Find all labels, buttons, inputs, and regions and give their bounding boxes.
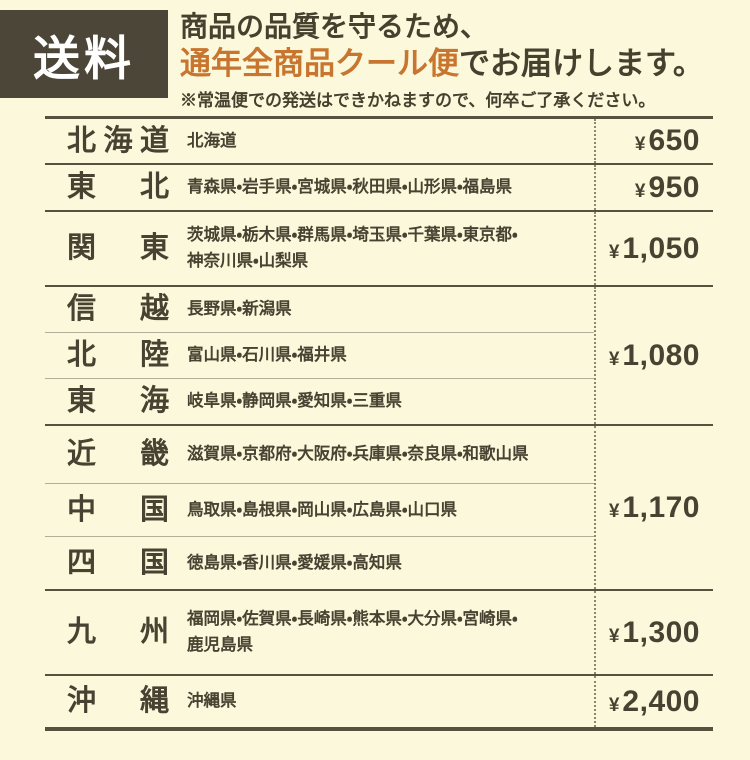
shipping-info-page: { "header": { "badge": "送料", "title_line… <box>0 10 750 760</box>
price-value: ¥1,080 <box>608 338 700 372</box>
prefecture-list: 鳥取県・島根県・岡山県・広島県・山口県 <box>187 500 457 519</box>
prefecture-list: 沖縄県 <box>187 692 237 711</box>
region-label: 中国 <box>67 493 169 526</box>
fee-group-tohoku: 東北 青森県・岩手県・宮城県・秋田県・山形県・福島県 ¥950 <box>45 165 713 213</box>
price-value: ¥950 <box>634 170 700 204</box>
region-label: 北海道 <box>67 124 169 157</box>
fee-group-kanto: 関東 茨城県・栃木県・群馬県・埼玉県・千葉県・東京都・ 神奈川県・山梨県 ¥1,… <box>45 212 713 288</box>
prefecture-list: 福岡県・佐賀県・長崎県・熊本県・大分県・宮崎県・ 鹿児島県 <box>187 610 518 654</box>
price-value: ¥2,400 <box>608 684 700 718</box>
header-title-line2-rest: でお届けします。 <box>459 45 704 81</box>
price-cell: ¥950 <box>594 165 713 211</box>
header-title-line1: 商品の品質を守るため、 <box>180 12 489 43</box>
region-label: 四国 <box>67 546 169 579</box>
price-value: ¥1,300 <box>608 615 700 649</box>
prefecture-list: 滋賀県・京都府・大阪府・兵庫県・奈良県・和歌山県 <box>187 445 529 464</box>
fee-group-kinki-chugoku-shikoku: 近畿 滋賀県・京都府・大阪府・兵庫県・奈良県・和歌山県 中国 鳥取県・島根県・岡… <box>45 426 713 592</box>
table-row: 東海 岐阜県・静岡県・愛知県・三重県 <box>45 378 594 424</box>
prefecture-list: 富山県・石川県・福井県 <box>187 346 347 365</box>
price-cell: ¥1,170 <box>594 426 713 590</box>
region-label: 東海 <box>67 385 169 418</box>
prefecture-list: 岐阜県・静岡県・愛知県・三重県 <box>187 392 402 411</box>
table-row: 東北 青森県・岩手県・宮城県・秋田県・山形県・福島県 <box>45 165 594 210</box>
yen-symbol: ¥ <box>608 694 620 716</box>
yen-symbol: ¥ <box>634 134 646 156</box>
fee-group-kyushu: 九州 福岡県・佐賀県・長崎県・熊本県・大分県・宮崎県・ 鹿児島県 ¥1,300 <box>45 591 713 677</box>
prefecture-list: 青森県・岩手県・宮城県・秋田県・山形県・福島県 <box>187 178 513 197</box>
shipping-fee-table: 北海道 北海道 ¥650 東北 青森県・岩手県・宮城県・秋田県・山形県・福島県 … <box>45 116 713 732</box>
yen-symbol: ¥ <box>608 625 620 647</box>
yen-symbol: ¥ <box>634 180 646 202</box>
prefecture-list: 長野県・新潟県 <box>187 300 292 319</box>
shipping-header: 送料 商品の品質を守るため、 通年全商品クール便でお届けします。 ※常温便での発… <box>0 10 750 111</box>
yen-symbol: ¥ <box>608 500 620 522</box>
table-row: 近畿 滋賀県・京都府・大阪府・兵庫県・奈良県・和歌山県 <box>45 426 594 483</box>
table-row: 北陸 富山県・石川県・福井県 <box>45 332 594 378</box>
region-label: 信越 <box>67 293 169 326</box>
prefecture-list: 北海道 <box>187 131 237 150</box>
shipping-header-text: 商品の品質を守るため、 通年全商品クール便でお届けします。 ※常温便での発送はで… <box>180 10 750 111</box>
table-row: 中国 鳥取県・島根県・岡山県・広島県・山口県 <box>45 483 594 536</box>
region-label: 関東 <box>67 232 169 265</box>
prefecture-list: 茨城県・栃木県・群馬県・埼玉県・千葉県・東京都・ 神奈川県・山梨県 <box>187 226 518 270</box>
price-cell: ¥2,400 <box>594 676 713 728</box>
region-label: 北陸 <box>67 339 169 372</box>
price-value: ¥1,170 <box>608 490 700 524</box>
prefecture-list: 徳島県・香川県・愛媛県・高知県 <box>187 553 402 572</box>
yen-symbol: ¥ <box>608 348 620 370</box>
table-row: 九州 福岡県・佐賀県・長崎県・熊本県・大分県・宮崎県・ 鹿児島県 <box>45 591 594 674</box>
table-row: 四国 徳島県・香川県・愛媛県・高知県 <box>45 536 594 589</box>
header-note: ※常温便での発送はできかねますので、何卒ご了承ください。 <box>180 91 656 111</box>
price-cell: ¥1,080 <box>594 287 713 425</box>
region-label: 九州 <box>67 616 169 649</box>
region-label: 近畿 <box>67 438 169 471</box>
region-label: 沖縄 <box>67 685 169 718</box>
fee-group-hokkaido: 北海道 北海道 ¥650 <box>45 119 713 166</box>
fee-group-okinawa: 沖縄 沖縄県 ¥2,400 <box>45 676 713 728</box>
price-value: ¥1,050 <box>608 231 700 265</box>
price-cell: ¥1,050 <box>594 212 713 286</box>
price-cell: ¥650 <box>594 119 713 164</box>
shipping-badge: 送料 <box>0 10 168 98</box>
table-row: 沖縄 沖縄県 <box>45 676 594 727</box>
header-title-line2: 通年全商品クール便でお届けします。 <box>180 45 750 84</box>
table-row: 信越 長野県・新潟県 <box>45 287 594 332</box>
yen-symbol: ¥ <box>608 241 620 263</box>
table-row: 関東 茨城県・栃木県・群馬県・埼玉県・千葉県・東京都・ 神奈川県・山梨県 <box>45 212 594 285</box>
table-row: 北海道 北海道 <box>45 119 594 163</box>
price-cell: ¥1,300 <box>594 591 713 675</box>
region-label: 東北 <box>67 171 169 204</box>
fee-group-shinetsu-hokuriku-tokai: 信越 長野県・新潟県 北陸 富山県・石川県・福井県 東海 岐阜県・静岡県・愛知県… <box>45 287 713 427</box>
price-value: ¥650 <box>634 124 700 158</box>
header-title-highlight: 通年全商品クール便 <box>180 45 459 81</box>
